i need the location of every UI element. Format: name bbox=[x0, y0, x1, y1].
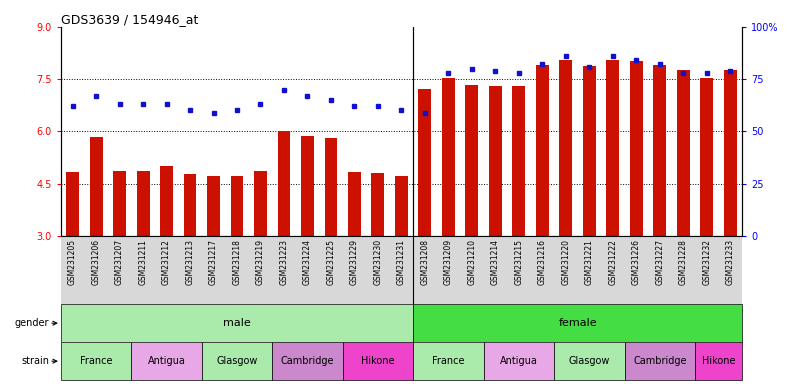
Bar bbox=[418, 89, 431, 236]
Text: GSM231212: GSM231212 bbox=[162, 239, 171, 285]
Text: Antigua: Antigua bbox=[500, 356, 538, 366]
Bar bbox=[560, 60, 573, 236]
Bar bbox=[61, 304, 413, 342]
Bar bbox=[483, 342, 554, 380]
Bar bbox=[324, 137, 337, 236]
Text: Hikone: Hikone bbox=[361, 356, 395, 366]
Text: Cambridge: Cambridge bbox=[281, 356, 334, 366]
Bar bbox=[183, 174, 196, 236]
Bar bbox=[61, 342, 131, 380]
Bar bbox=[277, 131, 290, 236]
Bar bbox=[136, 171, 149, 236]
Bar bbox=[695, 342, 742, 380]
Text: GSM231227: GSM231227 bbox=[655, 239, 664, 285]
Text: GSM231215: GSM231215 bbox=[514, 239, 523, 285]
Text: GSM231214: GSM231214 bbox=[491, 239, 500, 285]
Text: France: France bbox=[432, 356, 465, 366]
Text: GSM231224: GSM231224 bbox=[303, 239, 312, 285]
Bar bbox=[131, 342, 202, 380]
Text: GSM231216: GSM231216 bbox=[538, 239, 547, 285]
Text: Glasgow: Glasgow bbox=[217, 356, 258, 366]
Bar bbox=[413, 304, 742, 342]
Text: GSM231205: GSM231205 bbox=[68, 239, 77, 285]
Text: GSM231219: GSM231219 bbox=[256, 239, 265, 285]
Text: GSM231221: GSM231221 bbox=[585, 239, 594, 285]
Bar bbox=[701, 78, 714, 236]
Text: GSM231233: GSM231233 bbox=[726, 239, 735, 285]
Bar bbox=[272, 342, 343, 380]
Bar bbox=[413, 342, 483, 380]
Bar bbox=[301, 136, 314, 236]
Text: Cambridge: Cambridge bbox=[633, 356, 687, 366]
Bar bbox=[554, 342, 624, 380]
Bar bbox=[371, 173, 384, 236]
Bar bbox=[583, 66, 596, 236]
Bar bbox=[230, 175, 243, 236]
Text: GSM231226: GSM231226 bbox=[632, 239, 641, 285]
Bar bbox=[89, 137, 102, 236]
Text: GSM231218: GSM231218 bbox=[233, 239, 242, 285]
Text: GSM231231: GSM231231 bbox=[397, 239, 406, 285]
Bar bbox=[654, 65, 667, 236]
Bar bbox=[513, 86, 526, 236]
Bar bbox=[536, 65, 549, 236]
Bar bbox=[624, 342, 695, 380]
Bar bbox=[343, 342, 413, 380]
Bar bbox=[489, 86, 502, 236]
Bar bbox=[395, 175, 408, 236]
Text: Antigua: Antigua bbox=[148, 356, 186, 366]
Text: GSM231229: GSM231229 bbox=[350, 239, 359, 285]
Bar bbox=[207, 175, 220, 236]
Text: male: male bbox=[223, 318, 251, 328]
Bar bbox=[113, 171, 126, 236]
Text: GSM231208: GSM231208 bbox=[420, 239, 430, 285]
Bar bbox=[630, 61, 643, 236]
Bar bbox=[202, 342, 272, 380]
Text: France: France bbox=[79, 356, 112, 366]
Text: GSM231206: GSM231206 bbox=[92, 239, 101, 285]
Text: GSM231207: GSM231207 bbox=[115, 239, 124, 285]
Text: gender: gender bbox=[15, 318, 49, 328]
Text: GSM231225: GSM231225 bbox=[327, 239, 336, 285]
Text: GSM231217: GSM231217 bbox=[209, 239, 218, 285]
Text: female: female bbox=[558, 318, 597, 328]
Text: GSM231213: GSM231213 bbox=[186, 239, 195, 285]
Text: GSM231228: GSM231228 bbox=[679, 239, 688, 285]
Text: GSM231210: GSM231210 bbox=[467, 239, 476, 285]
Bar bbox=[348, 172, 361, 236]
Text: GSM231211: GSM231211 bbox=[139, 239, 148, 285]
Bar bbox=[466, 85, 478, 236]
Bar bbox=[160, 166, 173, 236]
Text: Glasgow: Glasgow bbox=[569, 356, 610, 366]
Bar bbox=[67, 172, 79, 236]
Bar bbox=[677, 70, 690, 236]
Text: GSM231222: GSM231222 bbox=[608, 239, 617, 285]
Bar bbox=[254, 171, 267, 236]
Text: Hikone: Hikone bbox=[702, 356, 736, 366]
Bar bbox=[607, 60, 620, 236]
Bar bbox=[442, 78, 455, 236]
Text: strain: strain bbox=[21, 356, 49, 366]
Text: GDS3639 / 154946_at: GDS3639 / 154946_at bbox=[61, 13, 198, 26]
Bar bbox=[724, 70, 736, 236]
Text: GSM231220: GSM231220 bbox=[561, 239, 570, 285]
Text: GSM231232: GSM231232 bbox=[702, 239, 711, 285]
Text: GSM231230: GSM231230 bbox=[373, 239, 383, 285]
Text: GSM231209: GSM231209 bbox=[444, 239, 453, 285]
Text: GSM231223: GSM231223 bbox=[280, 239, 289, 285]
